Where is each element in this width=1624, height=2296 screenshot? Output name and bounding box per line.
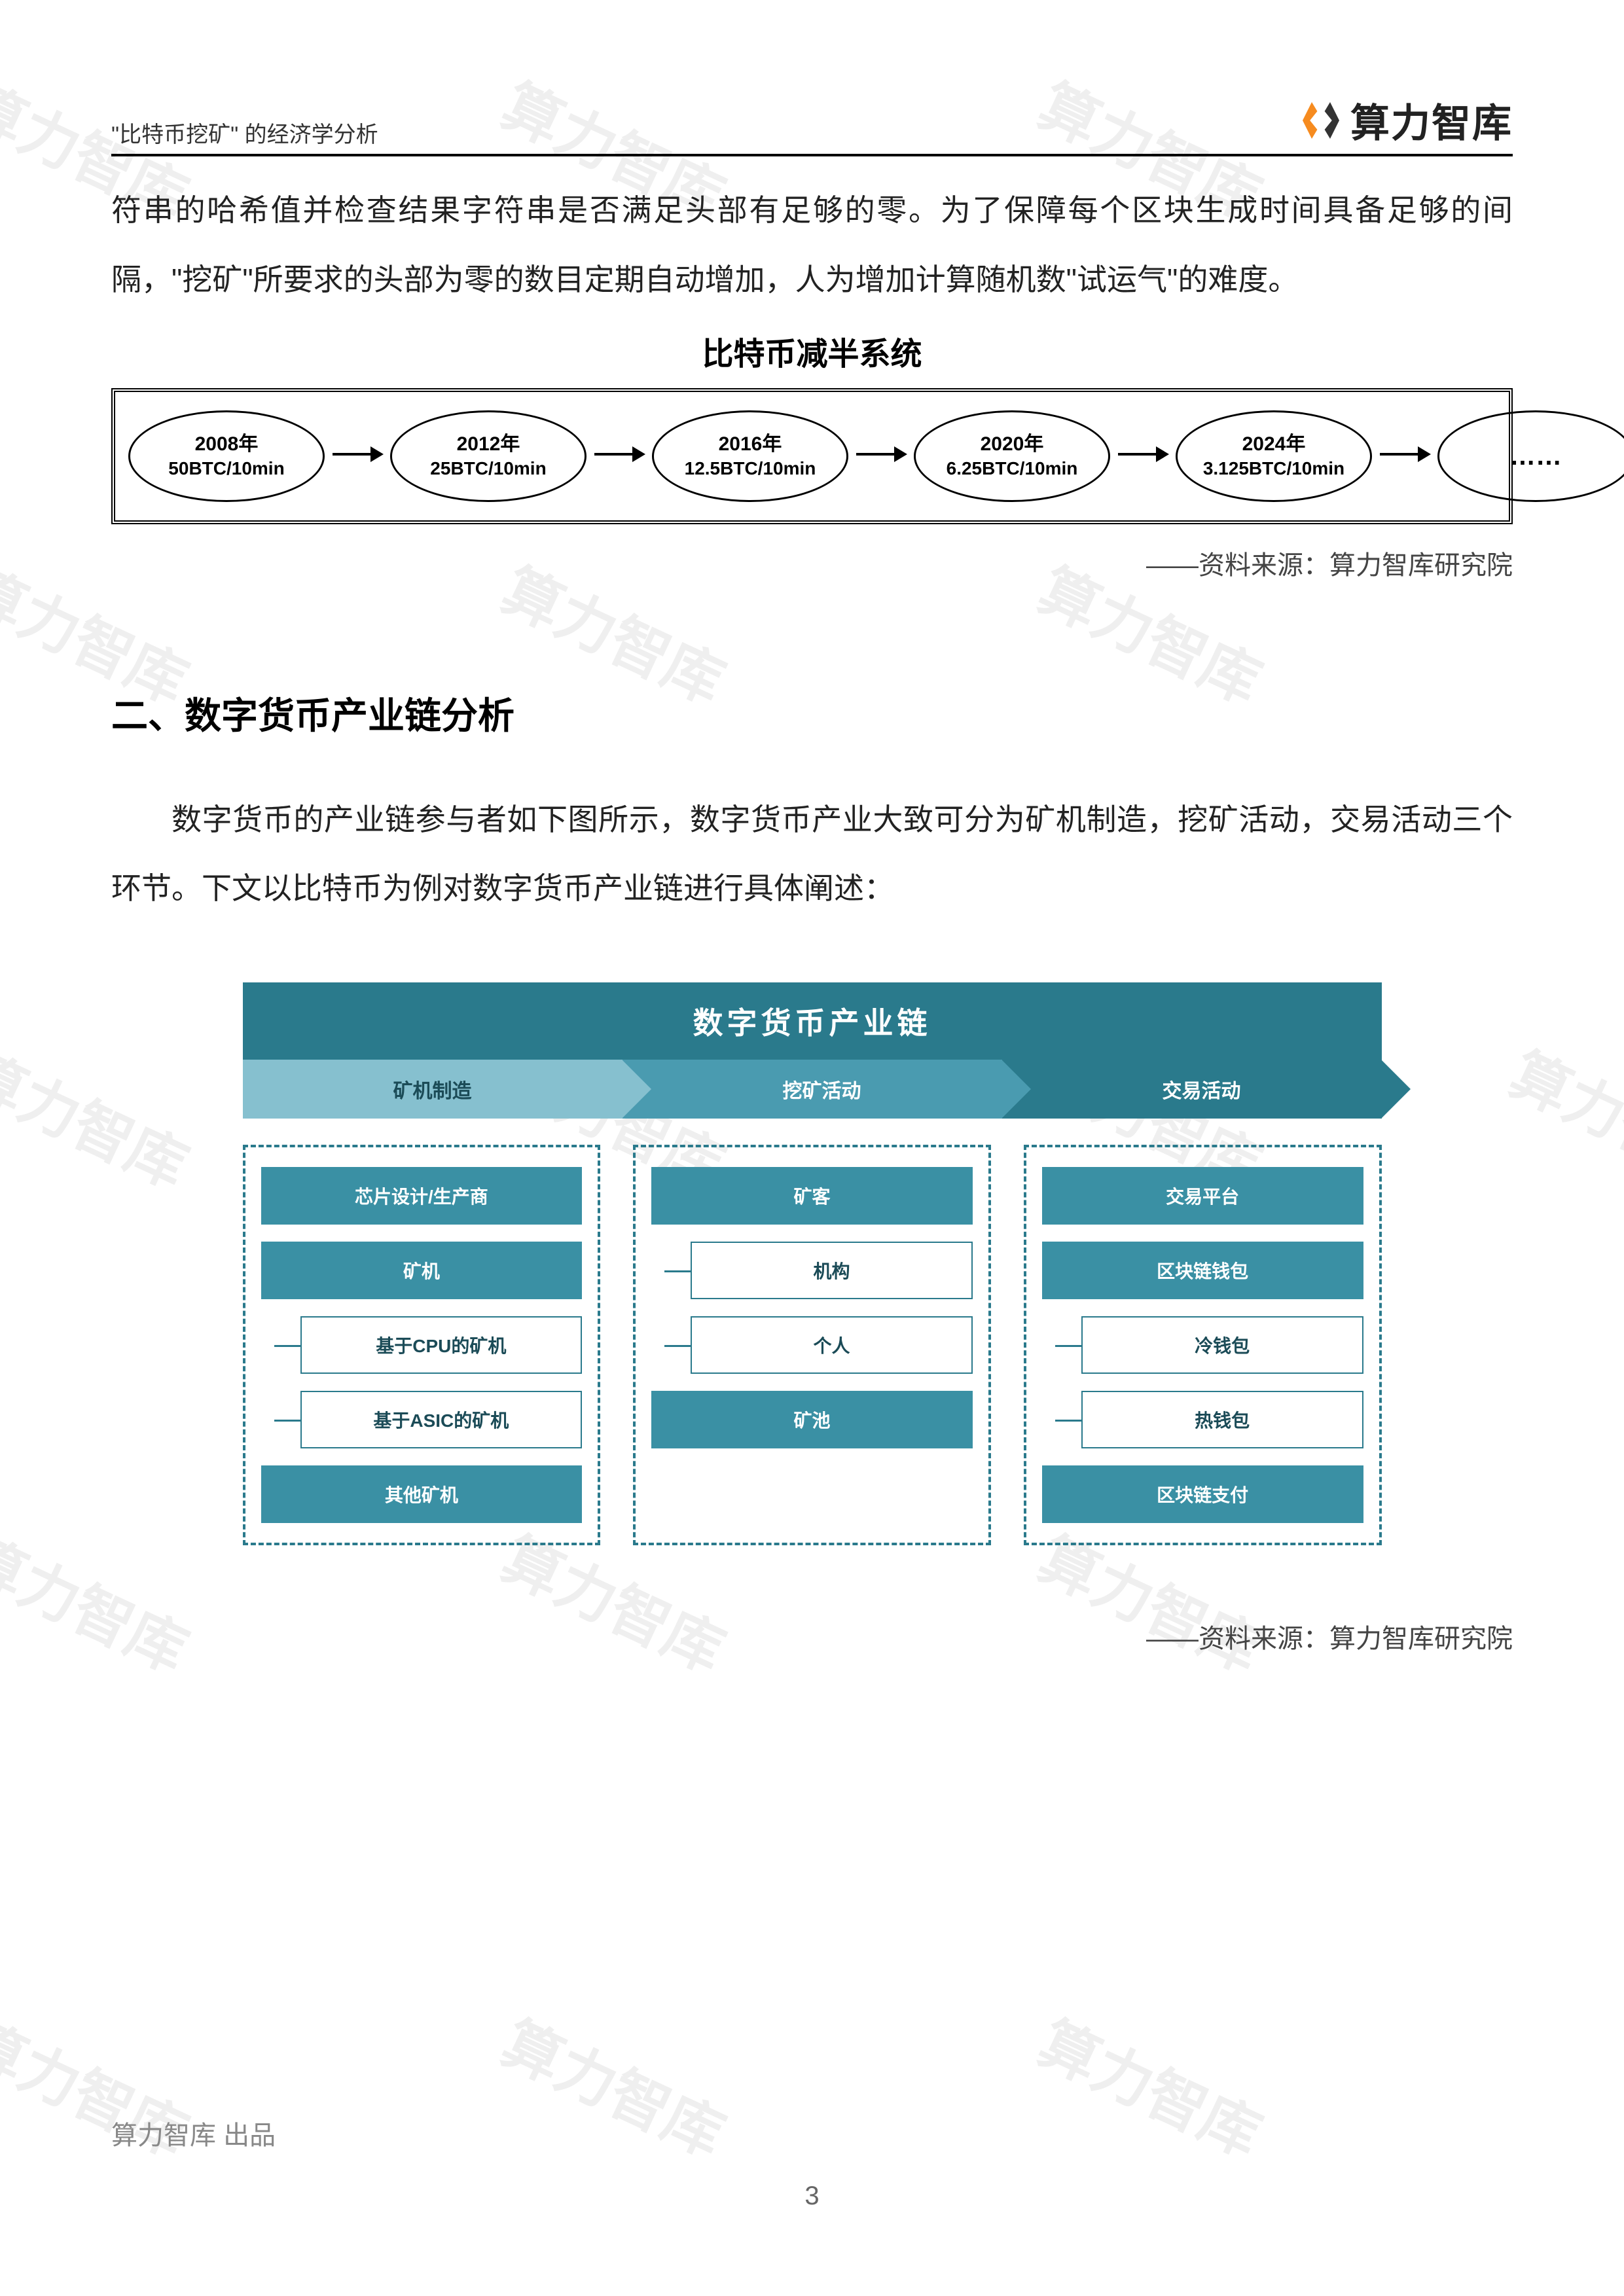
- chain-column-manufacturing: 芯片设计/生产商 矿机 基于CPU的矿机 基于ASIC的矿机 其他矿机: [243, 1145, 601, 1545]
- chain-node: 机构: [691, 1242, 973, 1299]
- arrow-icon: [1117, 441, 1169, 471]
- halving-node: 2016年 12.5BTC/10min: [652, 410, 848, 502]
- chain-node: 个人: [691, 1316, 973, 1374]
- chain-node: 矿池: [651, 1391, 973, 1448]
- chain-column-trading: 交易平台 区块链钱包 冷钱包 热钱包 区块链支付: [1024, 1145, 1382, 1545]
- chain-title: 数字货币产业链: [243, 982, 1382, 1060]
- doc-title: "比特币挖矿" 的经济学分析: [111, 117, 378, 149]
- arrow-icon: [331, 441, 384, 471]
- chain-node: 区块链支付: [1042, 1465, 1363, 1523]
- chain-node: 热钱包: [1081, 1391, 1363, 1448]
- arrow-icon: [855, 441, 907, 471]
- chain-section: 交易活动: [1002, 1060, 1382, 1119]
- halving-node: ……: [1437, 410, 1624, 502]
- halving-node: 2020年 6.25BTC/10min: [914, 410, 1110, 502]
- chain-node: 其他矿机: [261, 1465, 583, 1523]
- chain-node: 基于CPU的矿机: [300, 1316, 583, 1374]
- brand-logo: 算力智库: [1298, 92, 1513, 149]
- chain-node: 区块链钱包: [1042, 1242, 1363, 1299]
- figure-source: ——资料来源：算力智库研究院: [111, 1617, 1513, 1655]
- halving-diagram: 2008年 50BTC/10min 2012年 25BTC/10min 2016…: [111, 388, 1513, 524]
- chain-node: 冷钱包: [1081, 1316, 1363, 1374]
- chain-section: 挖矿活动: [623, 1060, 1002, 1119]
- chain-node: 交易平台: [1042, 1167, 1363, 1225]
- section-heading: 二、数字货币产业链分析: [111, 687, 1513, 740]
- arrow-icon: [593, 441, 645, 471]
- arrow-icon: [1379, 441, 1431, 471]
- page-number: 3: [804, 2181, 819, 2211]
- footer-credit: 算力智库 出品: [111, 2114, 276, 2152]
- chain-section: 矿机制造: [243, 1060, 623, 1119]
- halving-node: 2008年 50BTC/10min: [128, 410, 325, 502]
- halving-node: 2024年 3.125BTC/10min: [1176, 410, 1372, 502]
- figure-source: ——资料来源：算力智库研究院: [111, 544, 1513, 582]
- chain-column-mining: 矿客 机构 个人 矿池: [633, 1145, 991, 1545]
- industry-chain-diagram: 数字货币产业链 矿机制造 挖矿活动 交易活动 芯片设计/生产商 矿机 基于CPU…: [243, 982, 1382, 1545]
- paragraph-2: 数字货币的产业链参与者如下图所示，数字货币产业大致可分为矿机制造，挖矿活动，交易…: [111, 785, 1513, 924]
- chain-node: 矿客: [651, 1167, 973, 1225]
- paragraph-1: 符串的哈希值并检查结果字符串是否满足头部有足够的零。为了保障每个区块生成时间具备…: [111, 176, 1513, 315]
- chain-node: 芯片设计/生产商: [261, 1167, 583, 1225]
- chain-node: 基于ASIC的矿机: [300, 1391, 583, 1448]
- chain-node: 矿机: [261, 1242, 583, 1299]
- brand-icon: [1298, 98, 1344, 143]
- halving-node: 2012年 25BTC/10min: [390, 410, 586, 502]
- brand-text: 算力智库: [1350, 92, 1513, 149]
- halving-diagram-title: 比特币减半系统: [111, 328, 1513, 374]
- chain-section-headers: 矿机制造 挖矿活动 交易活动: [243, 1060, 1382, 1119]
- page-header: "比特币挖矿" 的经济学分析 算力智库: [111, 92, 1513, 156]
